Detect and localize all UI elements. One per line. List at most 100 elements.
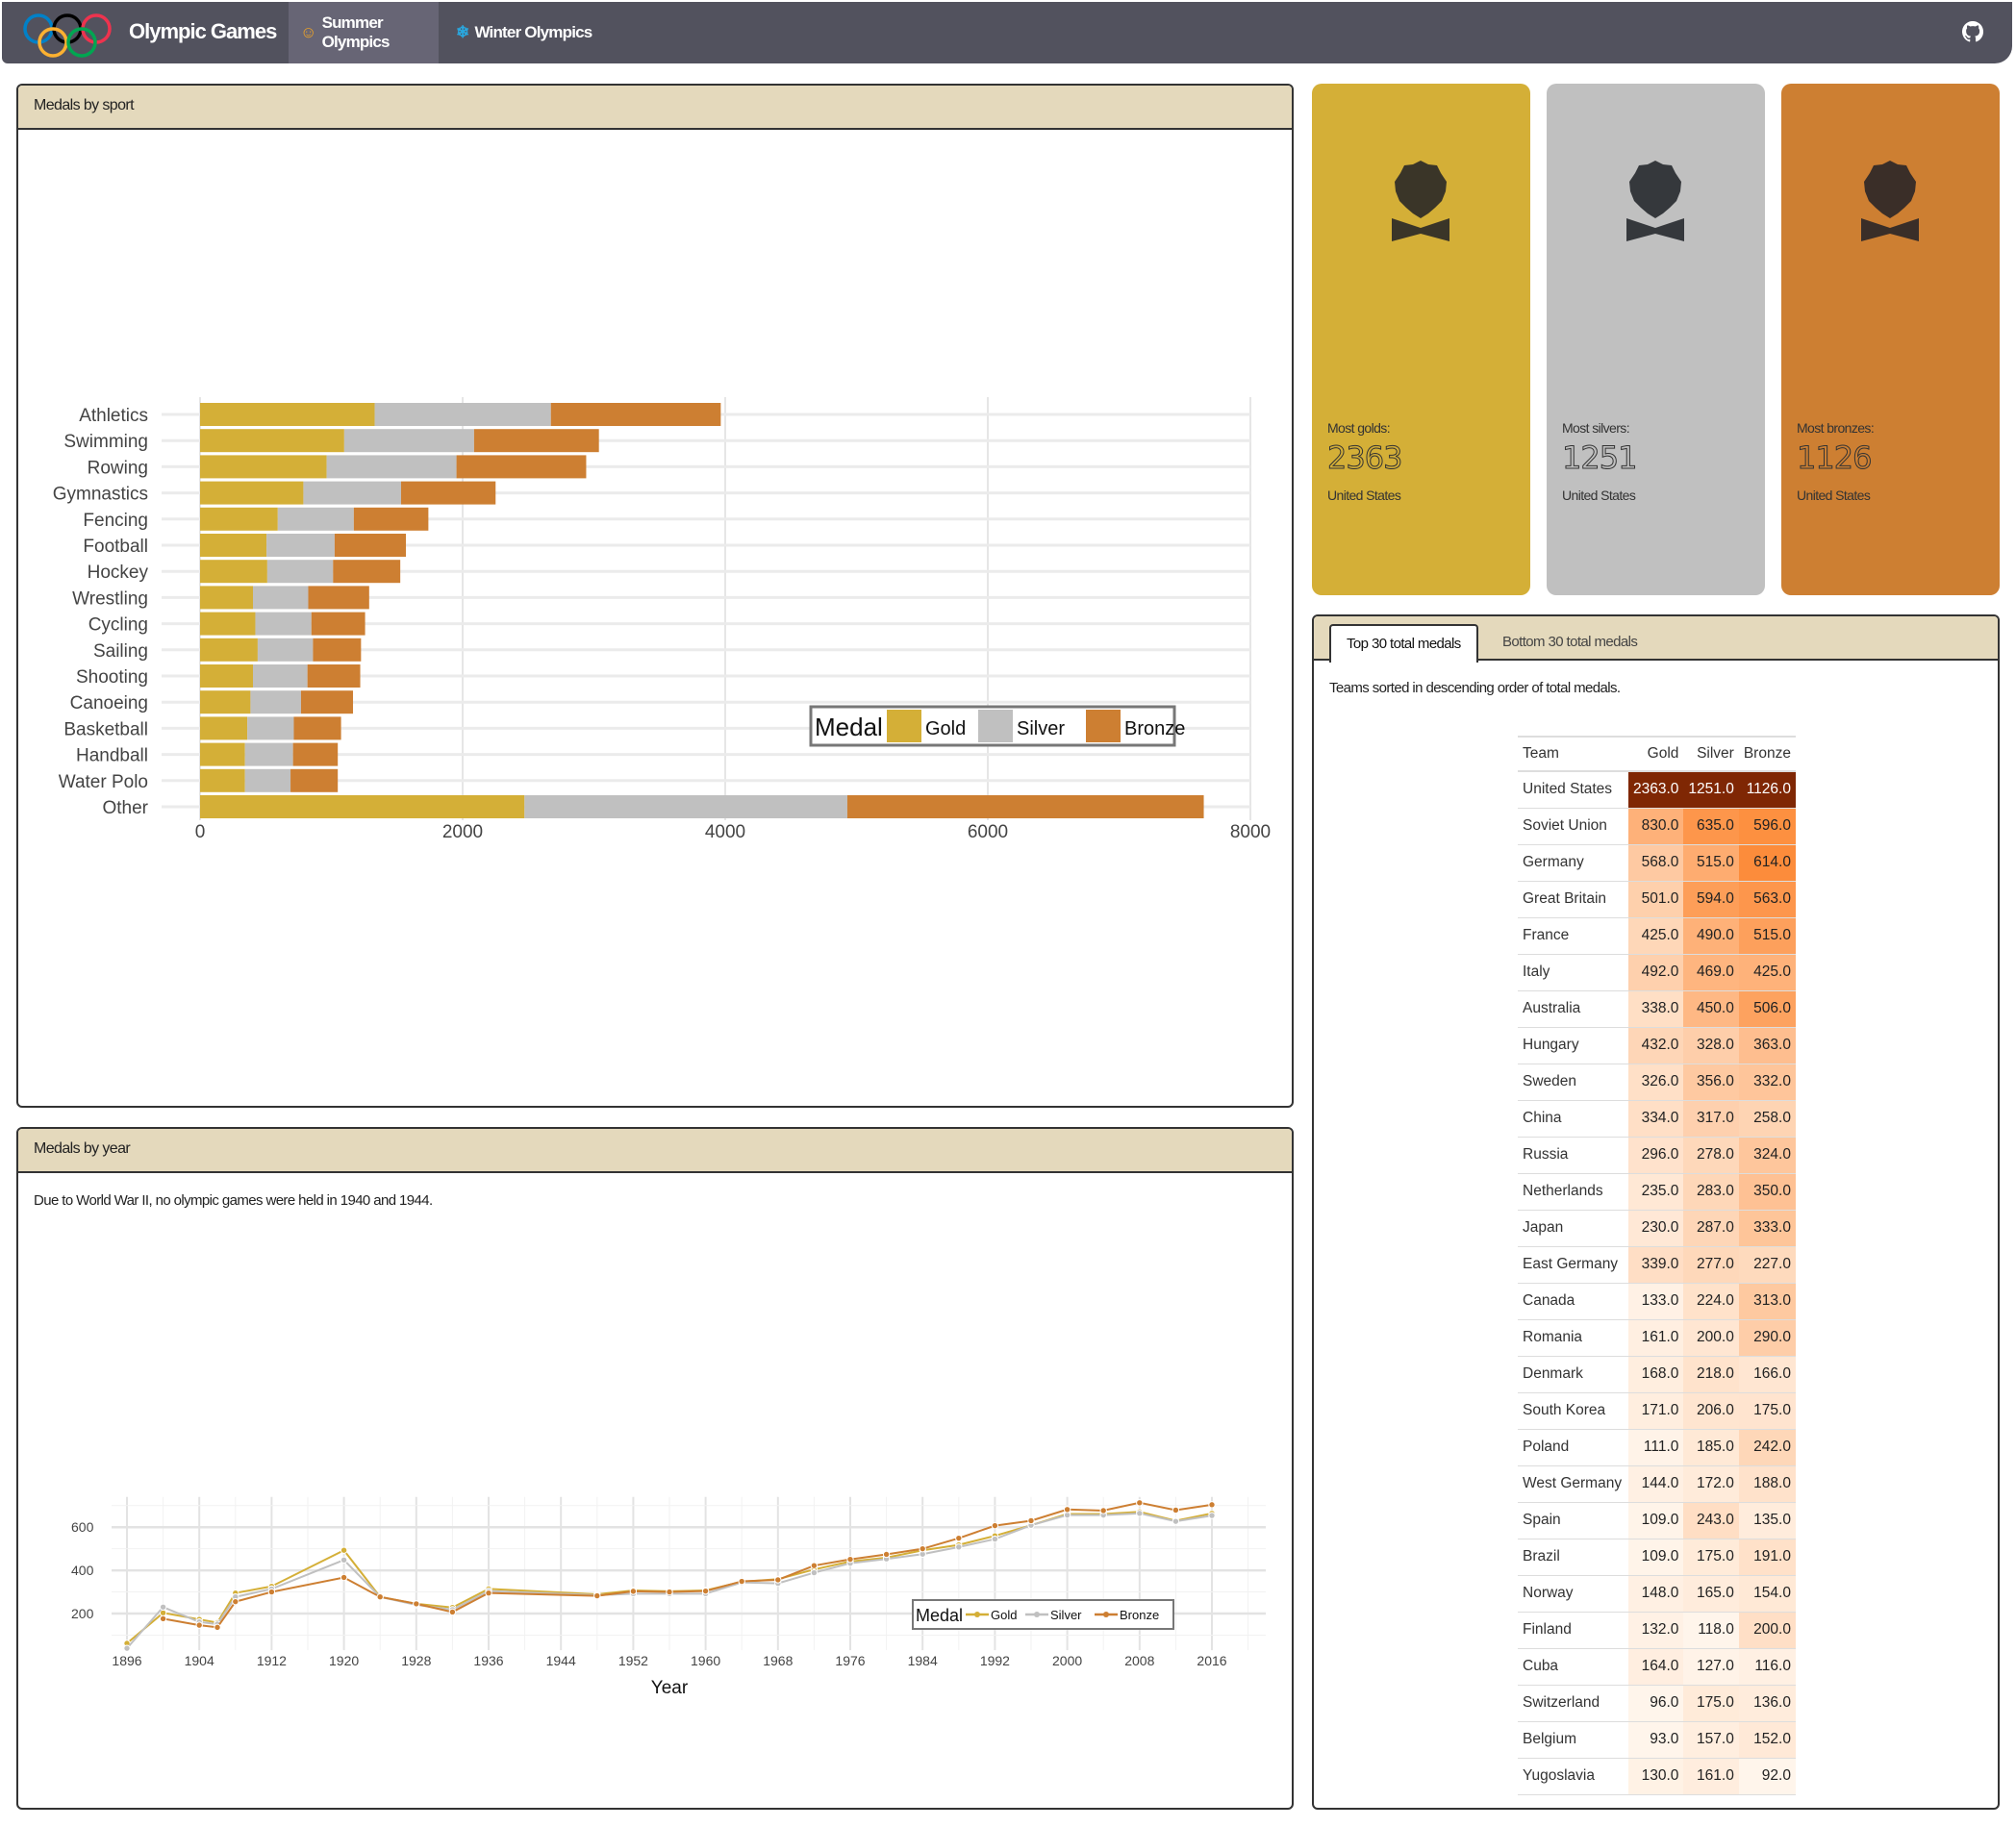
card-team: United States <box>1797 488 1871 503</box>
medal-count-cell: 363.0 <box>1738 1027 1796 1064</box>
bar-gold <box>200 768 245 792</box>
tab-bottom-30[interactable]: Bottom 30 total medals <box>1502 634 1638 650</box>
x-tick-label: 0 <box>195 822 206 842</box>
column-header[interactable]: Team <box>1518 737 1628 772</box>
team-cell: Poland <box>1518 1429 1628 1466</box>
point-bronze <box>485 1589 492 1597</box>
tab-label: Summer Olympics <box>321 13 391 51</box>
medal-count-cell: 133.0 <box>1628 1283 1684 1320</box>
medal-count-cell: 116.0 <box>1738 1648 1796 1686</box>
team-cell: Hungary <box>1518 1027 1628 1064</box>
medal-count-cell: 127.0 <box>1683 1648 1739 1686</box>
medal-count-cell: 830.0 <box>1628 808 1684 845</box>
medal-count-cell: 135.0 <box>1738 1502 1796 1539</box>
team-cell: Germany <box>1518 844 1628 882</box>
column-header[interactable]: Bronze <box>1738 737 1796 772</box>
point-bronze <box>1063 1506 1071 1514</box>
y-tick-label: Hockey <box>88 563 149 583</box>
navbar: Olympic Games ☺ Summer Olympics ❄ Winter O… <box>2 2 2012 63</box>
x-tick-label: 2016 <box>1197 1653 1226 1668</box>
medal-count-cell: 132.0 <box>1628 1612 1684 1649</box>
bar-silver <box>374 403 551 426</box>
medal-count-cell: 450.0 <box>1683 990 1739 1028</box>
medal-count-cell: 596.0 <box>1738 808 1796 845</box>
medal-count-cell: 515.0 <box>1738 917 1796 955</box>
team-cell: Norway <box>1518 1575 1628 1613</box>
point-bronze <box>593 1591 601 1600</box>
column-header[interactable]: Gold <box>1628 737 1684 772</box>
team-cell: Japan <box>1518 1210 1628 1247</box>
medal-ribbon-icon <box>1861 161 1919 241</box>
table-row: Japan 230.0 287.0 333.0 <box>1518 1210 1796 1247</box>
x-tick-label: 1912 <box>257 1653 287 1668</box>
medal-count-cell: 490.0 <box>1683 917 1739 955</box>
table-row: China 334.0 317.0 258.0 <box>1518 1100 1796 1138</box>
bar-gold <box>200 612 256 636</box>
medal-count-cell: 333.0 <box>1738 1210 1796 1247</box>
card-most-silvers: Most silvers: 1251 United States <box>1547 84 1765 595</box>
table-row: Brazil 109.0 175.0 191.0 <box>1518 1539 1796 1576</box>
x-tick-label: 8000 <box>1230 822 1271 842</box>
medal-count-cell: 328.0 <box>1683 1027 1739 1064</box>
medal-count-cell: 175.0 <box>1738 1392 1796 1430</box>
team-cell: Yugoslavia <box>1518 1758 1628 1795</box>
table-row: Romania 161.0 200.0 290.0 <box>1518 1319 1796 1357</box>
medal-count-cell: 469.0 <box>1683 954 1739 991</box>
team-cell: France <box>1518 917 1628 955</box>
medal-count-cell: 338.0 <box>1628 990 1684 1028</box>
medal-count-cell: 218.0 <box>1683 1356 1739 1393</box>
medal-count-cell: 109.0 <box>1628 1539 1684 1576</box>
tab-top-30[interactable]: Top 30 total medals <box>1329 624 1478 663</box>
bar-silver <box>253 586 309 610</box>
medal-count-cell: 1126.0 <box>1738 771 1796 809</box>
team-cell: China <box>1518 1100 1628 1138</box>
point-bronze <box>629 1588 638 1595</box>
medal-count-cell: 188.0 <box>1738 1465 1796 1503</box>
medal-count-cell: 130.0 <box>1628 1758 1684 1795</box>
y-tick-label: 400 <box>71 1563 94 1578</box>
y-tick-label: Gymnastics <box>53 485 148 505</box>
team-cell: Australia <box>1518 990 1628 1028</box>
y-tick-label: Other <box>102 798 148 818</box>
panel-title: Medals by sport <box>18 86 1292 130</box>
bar-bronze <box>293 716 341 740</box>
medal-count-cell: 2363.0 <box>1628 771 1684 809</box>
card-team: United States <box>1327 488 1401 503</box>
bar-silver <box>277 507 354 531</box>
y-tick-label: Swimming <box>63 432 148 452</box>
y-tick-label: 600 <box>71 1519 94 1535</box>
point-bronze <box>195 1621 203 1629</box>
bar-silver <box>257 638 314 662</box>
medal-ribbon-icon <box>1392 161 1449 241</box>
y-tick-label: Handball <box>76 746 148 766</box>
legend-label: Silver <box>1017 718 1065 739</box>
point-bronze <box>1099 1507 1107 1514</box>
team-medals-panel: Top 30 total medals Bottom 30 total meda… <box>1312 614 2000 1810</box>
y-tick-label: Rowing <box>88 458 148 478</box>
bar-silver <box>343 429 474 453</box>
medals-by-sport-chart: 0 2000 4000 6000 8000 Athletics Swimming Rowing… <box>53 397 1271 842</box>
column-header[interactable]: Silver <box>1683 737 1739 772</box>
medal-count-cell: 614.0 <box>1738 844 1796 882</box>
medal-count-cell: 242.0 <box>1738 1429 1796 1466</box>
table-row: Netherlands 235.0 283.0 350.0 <box>1518 1173 1796 1211</box>
bar-silver <box>326 455 457 479</box>
github-icon[interactable] <box>1962 21 1983 42</box>
legend-title: Medal <box>916 1606 963 1625</box>
medal-count-cell: 164.0 <box>1628 1648 1684 1686</box>
bar-gold <box>200 455 327 479</box>
medal-count-cell: 515.0 <box>1683 844 1739 882</box>
legend-label: Gold <box>991 1608 1017 1622</box>
team-cell: East Germany <box>1518 1246 1628 1284</box>
team-cell: Denmark <box>1518 1356 1628 1393</box>
tab-winter-olympics[interactable]: ❄ Winter Olympics <box>444 2 603 63</box>
tab-summer-olympics[interactable]: ☺ Summer Olympics <box>289 2 439 63</box>
team-cell: South Korea <box>1518 1392 1628 1430</box>
team-cell: Great Britain <box>1518 881 1628 918</box>
point-bronze <box>810 1562 819 1569</box>
tab-label: Winter Olympics <box>474 23 592 41</box>
y-tick-label: Water Polo <box>59 772 148 792</box>
table-row: East Germany 339.0 277.0 227.0 <box>1518 1246 1796 1284</box>
table-row: Yugoslavia 130.0 161.0 92.0 <box>1518 1758 1796 1795</box>
medal-count-cell: 96.0 <box>1628 1685 1684 1722</box>
